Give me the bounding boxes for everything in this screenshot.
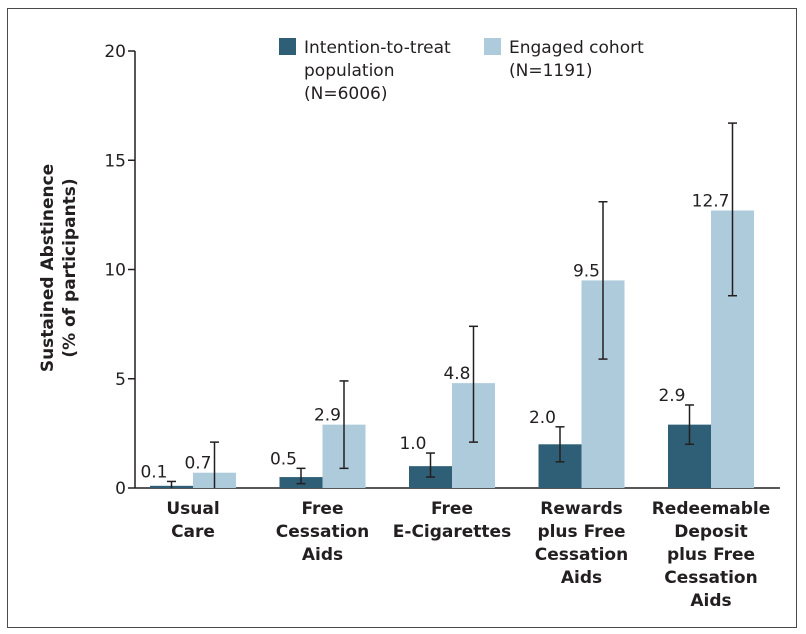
- category-label: Cessation: [664, 568, 757, 588]
- category-label: plus Free: [667, 545, 755, 565]
- category-label: Redeemable: [652, 499, 771, 519]
- y-axis-title-line-1: Sustained Abstinence: [38, 164, 58, 372]
- category-label: Aids: [302, 545, 343, 565]
- category-label: Usual: [166, 499, 219, 519]
- category-label: Rewards: [540, 499, 622, 519]
- category-label: Cessation: [276, 522, 369, 542]
- y-axis-title-line-2: (% of participants): [60, 178, 80, 357]
- data-label: 12.7: [692, 192, 730, 212]
- y-tick-label: 15: [104, 151, 126, 171]
- plot-area: 0 5 10 15 20 0.1 0.7 Usual Care 0.5 2.9 Free Cessati…: [104, 42, 780, 611]
- y-tick-label: 10: [104, 261, 126, 281]
- legend-label: population: [304, 61, 394, 81]
- data-label: 2.9: [314, 406, 341, 426]
- data-label: 4.8: [443, 364, 470, 384]
- category-label: Aids: [690, 591, 731, 611]
- legend-label: Engaged cohort: [509, 38, 644, 58]
- data-label: 9.5: [573, 261, 600, 281]
- category-label: Free: [431, 499, 473, 519]
- category-label: plus Free: [537, 522, 625, 542]
- data-label: 0.5: [270, 449, 297, 469]
- category-label: Care: [171, 522, 215, 542]
- category-label: Aids: [561, 568, 602, 588]
- legend-label: (N=6006): [304, 84, 388, 104]
- y-tick-label: 0: [115, 479, 126, 499]
- y-tick-label: 5: [115, 370, 126, 390]
- category-label: Free: [302, 499, 344, 519]
- data-label: 0.1: [140, 462, 167, 482]
- y-axis-title: Sustained Abstinence (% of participants): [38, 164, 80, 372]
- category-label: Cessation: [535, 545, 628, 565]
- y-tick-label: 20: [104, 42, 126, 62]
- data-label: 0.7: [184, 454, 211, 474]
- category-label: Deposit: [674, 522, 748, 542]
- data-label: 2.9: [658, 386, 685, 406]
- category-label: E-Cigarettes: [393, 522, 511, 542]
- legend-swatch: [279, 38, 296, 55]
- legend-swatch: [484, 38, 501, 55]
- figure-frame: [7, 8, 797, 628]
- legend-label: Intention-to-treat: [304, 38, 451, 58]
- data-label: 1.0: [399, 434, 426, 454]
- legend-label: (N=1191): [509, 61, 593, 81]
- data-label: 2.0: [529, 408, 556, 428]
- legend: Intention-to-treat population (N=6006) Enga…: [279, 38, 644, 104]
